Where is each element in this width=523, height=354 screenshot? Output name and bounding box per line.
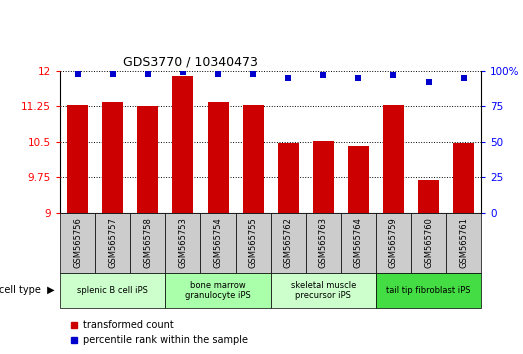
Bar — [243, 105, 264, 212]
Text: GSM565753: GSM565753 — [178, 217, 187, 268]
Text: GSM565755: GSM565755 — [248, 217, 258, 268]
Text: skeletal muscle
precursor iPS: skeletal muscle precursor iPS — [291, 281, 356, 300]
Legend: transformed count, percentile rank within the sample: transformed count, percentile rank withi… — [65, 316, 253, 349]
Bar — [376, 212, 411, 273]
Bar — [418, 181, 439, 212]
Bar — [383, 105, 404, 212]
Bar — [102, 102, 123, 212]
Bar — [453, 143, 474, 212]
Bar — [235, 212, 271, 273]
Text: bone marrow
granulocyte iPS: bone marrow granulocyte iPS — [185, 281, 251, 300]
Text: GSM565759: GSM565759 — [389, 217, 398, 268]
Point — [424, 79, 433, 85]
Text: GSM565760: GSM565760 — [424, 217, 433, 268]
Bar — [306, 212, 341, 273]
Bar — [165, 212, 200, 273]
Point — [144, 71, 152, 76]
Bar — [60, 212, 95, 273]
Bar — [200, 212, 235, 273]
Text: tail tip fibroblast iPS: tail tip fibroblast iPS — [386, 286, 471, 295]
Point — [109, 71, 117, 76]
Bar — [271, 212, 306, 273]
Text: GSM565762: GSM565762 — [283, 217, 293, 268]
Point — [74, 71, 82, 76]
Bar — [138, 106, 158, 212]
Bar — [173, 75, 194, 212]
Bar — [208, 102, 229, 212]
Text: GSM565754: GSM565754 — [213, 217, 222, 268]
Bar — [446, 212, 481, 273]
Text: GSM565757: GSM565757 — [108, 217, 117, 268]
Bar — [67, 105, 88, 212]
Text: GSM565758: GSM565758 — [143, 217, 152, 268]
Text: cell type  ▶: cell type ▶ — [0, 285, 55, 295]
Point — [389, 72, 397, 78]
Bar — [313, 141, 334, 212]
Bar — [165, 273, 271, 308]
Bar — [271, 273, 376, 308]
Text: GSM565763: GSM565763 — [319, 217, 328, 268]
Bar — [95, 212, 130, 273]
Point — [284, 75, 292, 81]
Point — [179, 69, 187, 75]
Bar — [411, 212, 446, 273]
Point — [459, 75, 468, 81]
Text: splenic B cell iPS: splenic B cell iPS — [77, 286, 148, 295]
Bar — [130, 212, 165, 273]
Point — [319, 72, 327, 78]
Point — [249, 71, 257, 76]
Bar — [60, 273, 165, 308]
Text: GSM565764: GSM565764 — [354, 217, 363, 268]
Text: GDS3770 / 10340473: GDS3770 / 10340473 — [123, 55, 258, 68]
Text: GSM565756: GSM565756 — [73, 217, 82, 268]
Bar — [348, 147, 369, 212]
Bar — [341, 212, 376, 273]
Bar — [376, 273, 481, 308]
Bar — [278, 143, 299, 212]
Text: GSM565761: GSM565761 — [459, 217, 468, 268]
Point — [214, 71, 222, 76]
Point — [354, 75, 362, 81]
